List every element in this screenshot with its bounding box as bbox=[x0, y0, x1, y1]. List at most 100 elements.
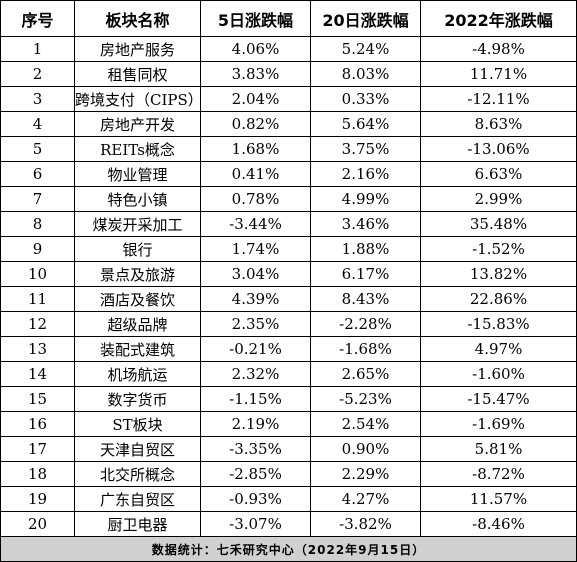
cell-20day-change: -5.23% bbox=[310, 386, 421, 412]
table-row: 20 厨卫电器 -3.07% -3.82% -8.46% bbox=[0, 511, 577, 537]
cell-index: 2 bbox=[0, 61, 75, 87]
table-row: 11 酒店及餐饮 4.39% 8.43% 22.86% bbox=[0, 286, 577, 312]
cell-sector-name: 特色小镇 bbox=[74, 186, 201, 212]
header-sector-name: 板块名称 bbox=[74, 0, 201, 37]
cell-20day-change: 2.16% bbox=[310, 161, 421, 187]
cell-index: 9 bbox=[0, 236, 75, 262]
cell-2022-change: 35.48% bbox=[420, 211, 577, 237]
cell-sector-name: 跨境支付（CIPS） bbox=[74, 86, 201, 112]
cell-5day-change: 2.19% bbox=[200, 411, 311, 437]
source-note: 数据统计：七禾研究中心（2022年9月15日） bbox=[0, 536, 577, 562]
cell-sector-name: 天津自贸区 bbox=[74, 436, 201, 462]
cell-2022-change: 2.99% bbox=[420, 186, 577, 212]
cell-index: 6 bbox=[0, 161, 75, 187]
cell-5day-change: -0.21% bbox=[200, 336, 311, 362]
cell-5day-change: 0.41% bbox=[200, 161, 311, 187]
cell-2022-change: 11.57% bbox=[420, 486, 577, 512]
cell-5day-change: -0.93% bbox=[200, 486, 311, 512]
cell-2022-change: 8.63% bbox=[420, 111, 577, 137]
cell-2022-change: -1.69% bbox=[420, 411, 577, 437]
cell-sector-name: 超级品牌 bbox=[74, 311, 201, 337]
cell-5day-change: -1.15% bbox=[200, 386, 311, 412]
header-5day-change: 5日涨跌幅 bbox=[200, 0, 311, 37]
cell-20day-change: 5.24% bbox=[310, 36, 421, 62]
cell-5day-change: 0.78% bbox=[200, 186, 311, 212]
cell-20day-change: 5.64% bbox=[310, 111, 421, 137]
cell-sector-name: 广东自贸区 bbox=[74, 486, 201, 512]
table-row: 4 房地产开发 0.82% 5.64% 8.63% bbox=[0, 111, 577, 137]
table-row: 7 特色小镇 0.78% 4.99% 2.99% bbox=[0, 186, 577, 212]
cell-2022-change: -1.60% bbox=[420, 361, 577, 387]
cell-sector-name: ST板块 bbox=[74, 411, 201, 437]
cell-sector-name: 装配式建筑 bbox=[74, 336, 201, 362]
cell-sector-name: 房地产服务 bbox=[74, 36, 201, 62]
cell-5day-change: 3.83% bbox=[200, 61, 311, 87]
cell-20day-change: 3.75% bbox=[310, 136, 421, 162]
cell-20day-change: -1.68% bbox=[310, 336, 421, 362]
cell-index: 18 bbox=[0, 461, 75, 487]
cell-5day-change: -3.44% bbox=[200, 211, 311, 237]
header-2022-change: 2022年涨跌幅 bbox=[420, 0, 577, 37]
cell-2022-change: -15.83% bbox=[420, 311, 577, 337]
cell-sector-name: 物业管理 bbox=[74, 161, 201, 187]
cell-index: 14 bbox=[0, 361, 75, 387]
cell-index: 11 bbox=[0, 286, 75, 312]
cell-5day-change: -2.85% bbox=[200, 461, 311, 487]
cell-2022-change: 22.86% bbox=[420, 286, 577, 312]
header-row: 序号 板块名称 5日涨跌幅 20日涨跌幅 2022年涨跌幅 bbox=[0, 0, 577, 37]
cell-index: 10 bbox=[0, 261, 75, 287]
cell-5day-change: -3.07% bbox=[200, 511, 311, 537]
cell-2022-change: -4.98% bbox=[420, 36, 577, 62]
table-row: 17 天津自贸区 -3.35% 0.90% 5.81% bbox=[0, 436, 577, 462]
cell-sector-name: 数字货币 bbox=[74, 386, 201, 412]
header-index: 序号 bbox=[0, 0, 75, 37]
cell-index: 8 bbox=[0, 211, 75, 237]
cell-index: 13 bbox=[0, 336, 75, 362]
cell-20day-change: 8.03% bbox=[310, 61, 421, 87]
cell-2022-change: -15.47% bbox=[420, 386, 577, 412]
cell-2022-change: -12.11% bbox=[420, 86, 577, 112]
cell-20day-change: 2.65% bbox=[310, 361, 421, 387]
cell-5day-change: 0.82% bbox=[200, 111, 311, 137]
cell-index: 1 bbox=[0, 36, 75, 62]
table-row: 15 数字货币 -1.15% -5.23% -15.47% bbox=[0, 386, 577, 412]
cell-sector-name: 北交所概念 bbox=[74, 461, 201, 487]
cell-5day-change: 2.32% bbox=[200, 361, 311, 387]
table-row: 6 物业管理 0.41% 2.16% 6.63% bbox=[0, 161, 577, 187]
cell-index: 7 bbox=[0, 186, 75, 212]
cell-sector-name: 煤炭开采加工 bbox=[74, 211, 201, 237]
cell-5day-change: 2.35% bbox=[200, 311, 311, 337]
cell-2022-change: -8.72% bbox=[420, 461, 577, 487]
cell-index: 20 bbox=[0, 511, 75, 537]
cell-20day-change: 8.43% bbox=[310, 286, 421, 312]
cell-20day-change: 0.33% bbox=[310, 86, 421, 112]
cell-20day-change: 4.99% bbox=[310, 186, 421, 212]
table-row: 16 ST板块 2.19% 2.54% -1.69% bbox=[0, 411, 577, 437]
table-row: 13 装配式建筑 -0.21% -1.68% 4.97% bbox=[0, 336, 577, 362]
cell-index: 4 bbox=[0, 111, 75, 137]
table-row: 12 超级品牌 2.35% -2.28% -15.83% bbox=[0, 311, 577, 337]
cell-2022-change: 11.71% bbox=[420, 61, 577, 87]
cell-2022-change: 13.82% bbox=[420, 261, 577, 287]
cell-index: 15 bbox=[0, 386, 75, 412]
cell-20day-change: 0.90% bbox=[310, 436, 421, 462]
cell-sector-name: 机场航运 bbox=[74, 361, 201, 387]
cell-2022-change: 6.63% bbox=[420, 161, 577, 187]
footer-row: 数据统计：七禾研究中心（2022年9月15日） bbox=[0, 536, 577, 562]
cell-20day-change: -2.28% bbox=[310, 311, 421, 337]
table-row: 9 银行 1.74% 1.88% -1.52% bbox=[0, 236, 577, 262]
cell-sector-name: REITs概念 bbox=[74, 136, 201, 162]
cell-20day-change: 2.54% bbox=[310, 411, 421, 437]
header-20day-change: 20日涨跌幅 bbox=[310, 0, 421, 37]
cell-20day-change: 1.88% bbox=[310, 236, 421, 262]
cell-index: 5 bbox=[0, 136, 75, 162]
table-row: 8 煤炭开采加工 -3.44% 3.46% 35.48% bbox=[0, 211, 577, 237]
cell-5day-change: 3.04% bbox=[200, 261, 311, 287]
table-row: 3 跨境支付（CIPS） 2.04% 0.33% -12.11% bbox=[0, 86, 577, 112]
table-row: 10 景点及旅游 3.04% 6.17% 13.82% bbox=[0, 261, 577, 287]
cell-index: 3 bbox=[0, 86, 75, 112]
cell-index: 16 bbox=[0, 411, 75, 437]
cell-5day-change: -3.35% bbox=[200, 436, 311, 462]
